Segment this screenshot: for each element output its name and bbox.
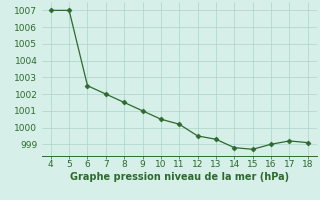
X-axis label: Graphe pression niveau de la mer (hPa): Graphe pression niveau de la mer (hPa) (70, 172, 289, 182)
